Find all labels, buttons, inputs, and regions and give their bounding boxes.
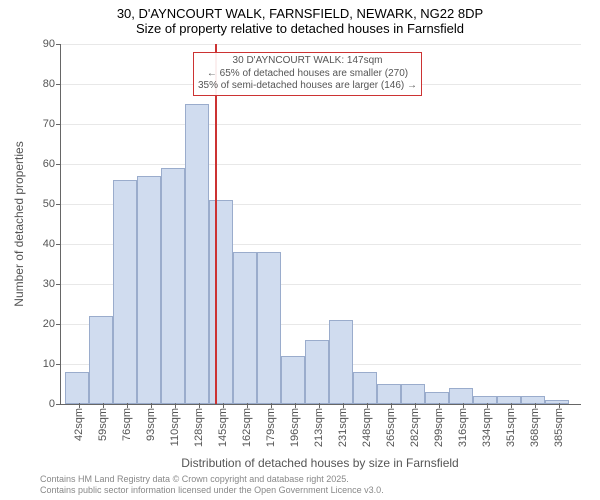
histogram-bar xyxy=(281,356,305,404)
gridline xyxy=(61,44,581,45)
y-tick-label: 90 xyxy=(25,38,55,50)
histogram-bar xyxy=(305,340,329,404)
x-axis-label: Distribution of detached houses by size … xyxy=(60,456,580,470)
histogram-bar xyxy=(425,392,449,404)
chart-area: 010203040506070809042sqm59sqm76sqm93sqm1… xyxy=(60,44,580,404)
x-tick-label: 213sqm xyxy=(313,408,325,447)
reference-line xyxy=(215,44,217,404)
chart-title: 30, D'AYNCOURT WALK, FARNSFIELD, NEWARK,… xyxy=(0,6,600,21)
y-tick-label: 10 xyxy=(25,358,55,370)
histogram-bar xyxy=(65,372,89,404)
y-tick-label: 50 xyxy=(25,198,55,210)
x-tick-label: 59sqm xyxy=(97,408,109,441)
x-tick-label: 128sqm xyxy=(193,408,205,447)
histogram-bar xyxy=(473,396,497,404)
x-tick-label: 248sqm xyxy=(361,408,373,447)
x-tick-label: 265sqm xyxy=(385,408,397,447)
y-axis-label: Number of detached properties xyxy=(12,141,26,306)
histogram-bar xyxy=(377,384,401,404)
histogram-bar xyxy=(209,200,233,404)
chart-subtitle: Size of property relative to detached ho… xyxy=(0,21,600,36)
footer-line-2: Contains public sector information licen… xyxy=(40,485,384,496)
y-tick-label: 80 xyxy=(25,78,55,90)
histogram-bar xyxy=(545,400,569,404)
histogram-bar xyxy=(89,316,113,404)
x-tick-label: 162sqm xyxy=(241,408,253,447)
histogram-bar xyxy=(161,168,185,404)
x-tick-label: 282sqm xyxy=(409,408,421,447)
gridline xyxy=(61,164,581,165)
x-tick-label: 231sqm xyxy=(337,408,349,447)
annotation-line: 30 D'AYNCOURT WALK: 147sqm xyxy=(198,55,417,68)
histogram-bar xyxy=(353,372,377,404)
histogram-bar xyxy=(401,384,425,404)
x-tick-label: 145sqm xyxy=(217,408,229,447)
x-tick-label: 299sqm xyxy=(433,408,445,447)
y-tick-label: 30 xyxy=(25,278,55,290)
annotation-box: 30 D'AYNCOURT WALK: 147sqm← 65% of detac… xyxy=(193,52,422,96)
title-area: 30, D'AYNCOURT WALK, FARNSFIELD, NEWARK,… xyxy=(0,0,600,36)
y-tick-label: 70 xyxy=(25,118,55,130)
histogram-bar xyxy=(329,320,353,404)
x-tick-label: 196sqm xyxy=(289,408,301,447)
histogram-bar xyxy=(521,396,545,404)
gridline xyxy=(61,124,581,125)
histogram-bar xyxy=(257,252,281,404)
y-tick-label: 20 xyxy=(25,318,55,330)
x-tick-label: 110sqm xyxy=(169,408,181,446)
histogram-bar xyxy=(113,180,137,404)
y-tick-label: 40 xyxy=(25,238,55,250)
plot-area: 010203040506070809042sqm59sqm76sqm93sqm1… xyxy=(60,44,581,405)
histogram-bar xyxy=(137,176,161,404)
y-tick-label: 0 xyxy=(25,398,55,410)
histogram-bar xyxy=(185,104,209,404)
y-tick-label: 60 xyxy=(25,158,55,170)
attribution-footer: Contains HM Land Registry data © Crown c… xyxy=(40,474,384,496)
x-tick-label: 316sqm xyxy=(457,408,469,447)
histogram-bar xyxy=(233,252,257,404)
annotation-line: 35% of semi-detached houses are larger (… xyxy=(198,80,417,93)
x-tick-label: 76sqm xyxy=(121,408,133,441)
x-tick-label: 42sqm xyxy=(73,408,85,441)
x-tick-label: 368sqm xyxy=(529,408,541,447)
x-tick-label: 93sqm xyxy=(145,408,157,441)
x-tick-label: 334sqm xyxy=(481,408,493,447)
chart-container: 30, D'AYNCOURT WALK, FARNSFIELD, NEWARK,… xyxy=(0,0,600,500)
annotation-line: ← 65% of detached houses are smaller (27… xyxy=(198,68,417,81)
x-tick-label: 179sqm xyxy=(265,408,277,447)
footer-line-1: Contains HM Land Registry data © Crown c… xyxy=(40,474,384,485)
x-tick-label: 351sqm xyxy=(505,408,517,447)
histogram-bar xyxy=(497,396,521,404)
histogram-bar xyxy=(449,388,473,404)
x-tick-label: 385sqm xyxy=(553,408,565,447)
